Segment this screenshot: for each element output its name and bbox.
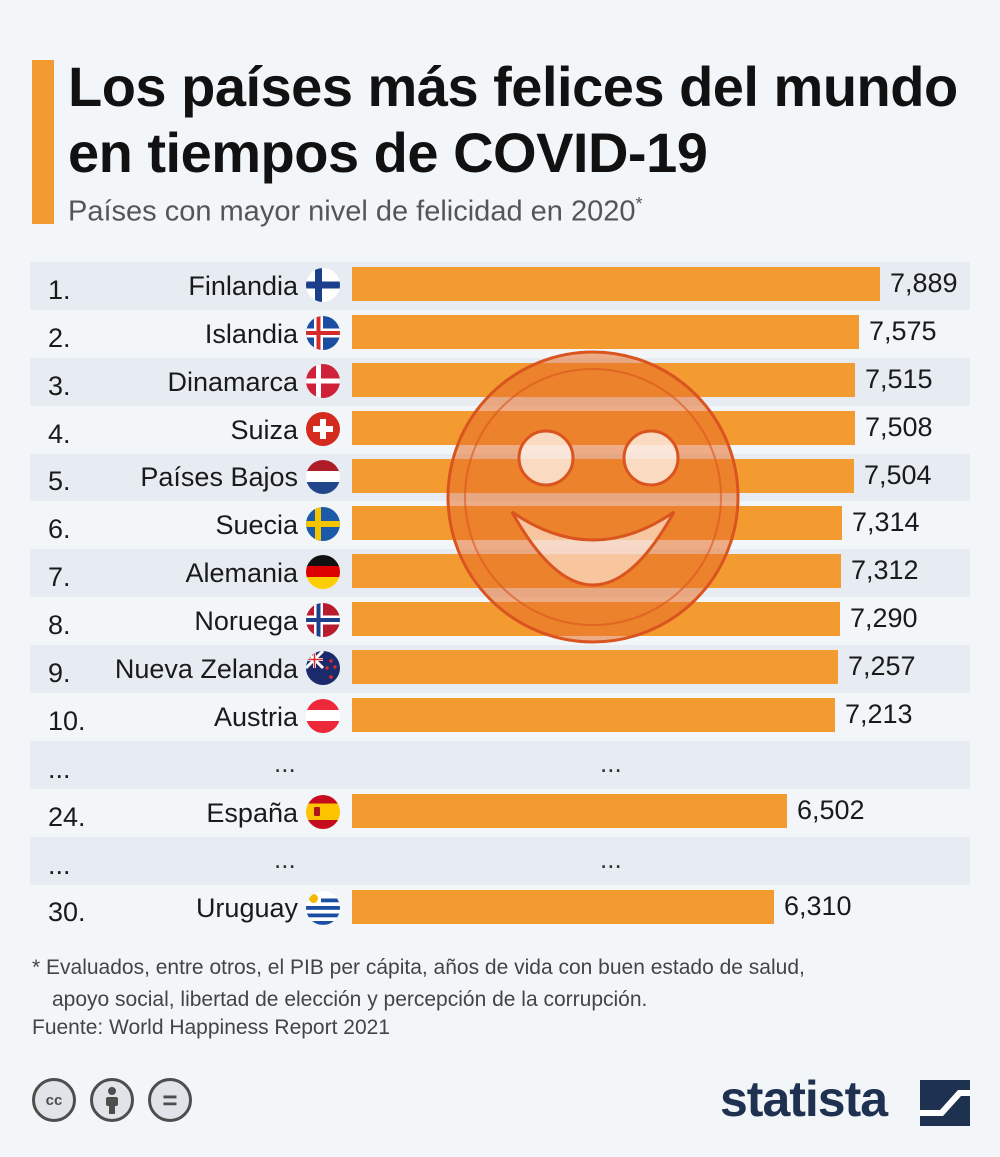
sweden-flag-icon bbox=[306, 507, 340, 542]
chart-title: Los países más felices del mundo en tiem… bbox=[68, 55, 958, 184]
bar bbox=[352, 554, 841, 589]
value-label: 7,314 bbox=[852, 507, 920, 538]
rank-label: 7. bbox=[48, 562, 71, 593]
value-label: 7,504 bbox=[864, 459, 932, 490]
country-ellipsis: ... bbox=[274, 747, 296, 778]
value-label: 7,575 bbox=[869, 315, 937, 346]
bar bbox=[352, 889, 774, 924]
no-derivatives-icon[interactable]: = bbox=[148, 1078, 192, 1122]
value-label: 7,889 bbox=[890, 268, 958, 298]
country-label: Nueva Zelanda bbox=[114, 654, 298, 685]
norway-flag-icon bbox=[306, 603, 340, 638]
table-row: 8. Noruega 7,290 bbox=[30, 597, 970, 645]
uruguay-flag-icon bbox=[306, 890, 340, 925]
rank-label: ... bbox=[48, 753, 71, 784]
country-label: Noruega bbox=[194, 606, 298, 637]
rank-label: 8. bbox=[48, 610, 71, 641]
country-label: Uruguay bbox=[195, 893, 298, 924]
table-row: 30. Uruguay 6,310 bbox=[30, 885, 970, 933]
iceland-flag-icon bbox=[306, 315, 340, 350]
country-label: Islandia bbox=[204, 318, 298, 349]
statista-logo-text[interactable]: statista bbox=[720, 1071, 888, 1127]
bar-chart: 1. Finlandia 7,889 2. Islandia 7,575 3. Dinamar… bbox=[30, 262, 970, 932]
bar-ellipsis: ... bbox=[600, 747, 622, 778]
netherlands-flag-icon bbox=[306, 459, 340, 494]
country-label: Suecia bbox=[215, 510, 298, 541]
value-label: 7,515 bbox=[865, 363, 933, 394]
rank-label: 2. bbox=[48, 322, 71, 353]
country-label: Dinamarca bbox=[167, 366, 298, 397]
value-label: 7,312 bbox=[851, 555, 919, 586]
rank-label: 30. bbox=[48, 897, 86, 928]
title-accent-bar bbox=[32, 60, 54, 224]
table-row: 5. Países Bajos 7,504 bbox=[30, 453, 970, 502]
country-label: Finlandia bbox=[188, 270, 298, 301]
rank-label: 10. bbox=[48, 705, 86, 736]
country-label: Suiza bbox=[230, 414, 298, 445]
table-row: 7. Alemania 7,312 bbox=[30, 549, 970, 598]
table-row: 1. Finlandia 7,889 bbox=[30, 262, 970, 310]
country-label: Países Bajos bbox=[140, 462, 298, 493]
bar bbox=[352, 458, 854, 493]
bar bbox=[352, 506, 842, 541]
rank-label: 1. bbox=[48, 274, 71, 305]
table-row: 4. Suiza 7,508 bbox=[30, 406, 970, 454]
footnote-line-2: apoyo social, libertad de elección y per… bbox=[52, 988, 648, 1011]
bar-ellipsis: ... bbox=[600, 843, 622, 874]
bar bbox=[352, 602, 840, 637]
country-label: España bbox=[206, 797, 298, 828]
bar bbox=[352, 650, 838, 685]
footnote-line-1: * Evaluados, entre otros, el PIB per cáp… bbox=[32, 956, 805, 979]
bar bbox=[352, 410, 855, 445]
table-row: 24. España 6,502 bbox=[30, 789, 970, 837]
country-label: Austria bbox=[213, 701, 298, 732]
bar bbox=[352, 698, 835, 733]
switzerland-flag-icon bbox=[306, 411, 340, 446]
value-label: 6,310 bbox=[784, 890, 852, 921]
table-row: 9. Nueva Zelanda 7,257 bbox=[30, 645, 970, 694]
cc-icon[interactable]: cc bbox=[32, 1078, 76, 1122]
attribution-icon[interactable] bbox=[90, 1078, 134, 1122]
austria-flag-icon bbox=[306, 699, 340, 734]
value-label: 6,502 bbox=[797, 794, 865, 825]
value-label: 7,290 bbox=[850, 603, 918, 634]
table-row: 3. Dinamarca 7,515 bbox=[30, 357, 970, 406]
new-zealand-flag-icon bbox=[306, 651, 340, 686]
table-row: 10. Austria 7,213 bbox=[30, 693, 970, 741]
rank-label: 9. bbox=[48, 658, 71, 689]
chart-subtitle: Países con mayor nivel de felicidad en 2… bbox=[68, 194, 642, 229]
rank-label: 6. bbox=[48, 514, 71, 545]
person-icon bbox=[106, 1087, 118, 1114]
value-label: 7,257 bbox=[848, 651, 916, 682]
rank-label: 5. bbox=[48, 466, 71, 497]
rank-label: ... bbox=[48, 849, 71, 880]
ellipsis-row: ......... bbox=[30, 740, 970, 789]
bar bbox=[352, 267, 880, 301]
license-icons: cc = bbox=[32, 1078, 192, 1122]
rank-label: 4. bbox=[48, 418, 71, 449]
bar bbox=[352, 793, 787, 828]
ellipsis-row: ......... bbox=[30, 836, 970, 885]
table-row: 6. Suecia 7,314 bbox=[30, 501, 970, 549]
germany-flag-icon bbox=[306, 555, 340, 590]
subtitle-footnote-mark: * bbox=[635, 194, 643, 214]
value-label: 7,213 bbox=[845, 699, 913, 730]
footnote: * Evaluados, entre otros, el PIB per cáp… bbox=[32, 952, 982, 1016]
source-note: Fuente: World Happiness Report 2021 bbox=[32, 1016, 390, 1039]
value-label: 7,508 bbox=[865, 411, 933, 442]
bar bbox=[352, 314, 859, 349]
table-row: 2. Islandia 7,575 bbox=[30, 310, 970, 358]
denmark-flag-icon bbox=[306, 363, 340, 398]
finland-flag-icon bbox=[306, 268, 340, 302]
rank-label: 24. bbox=[48, 801, 86, 832]
country-ellipsis: ... bbox=[274, 843, 296, 874]
bar bbox=[352, 362, 855, 397]
spain-flag-icon bbox=[306, 794, 340, 829]
subtitle-text: Países con mayor nivel de felicidad en 2… bbox=[68, 195, 636, 228]
country-label: Alemania bbox=[185, 558, 298, 589]
rank-label: 3. bbox=[48, 370, 71, 401]
statista-logo-mark-icon bbox=[920, 1080, 970, 1126]
